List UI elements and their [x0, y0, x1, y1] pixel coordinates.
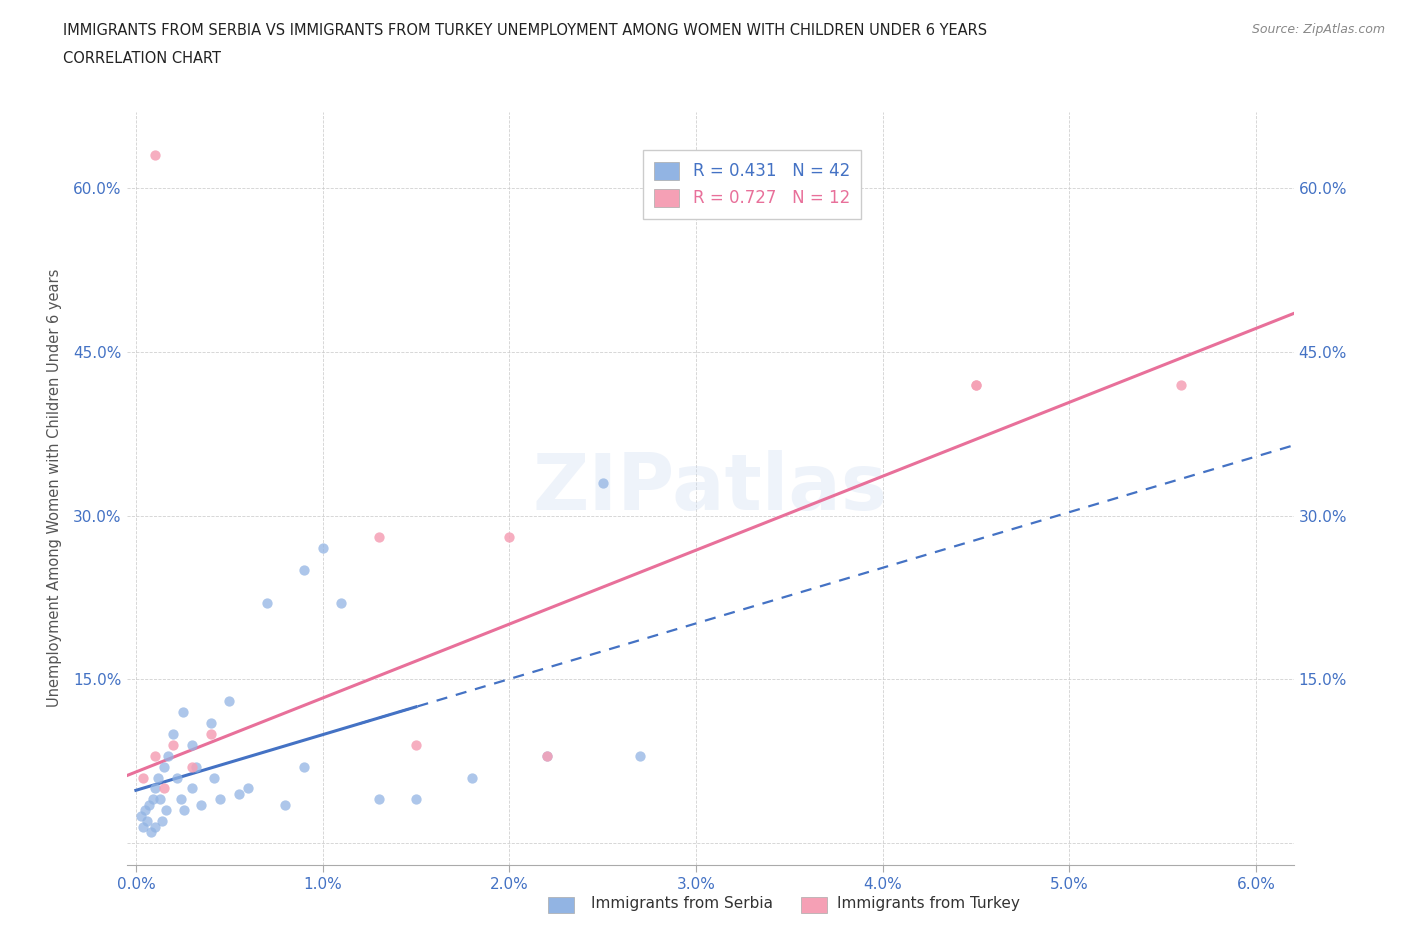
Point — [162, 737, 184, 752]
Y-axis label: Unemployment Among Women with Children Under 6 years: Unemployment Among Women with Children U… — [46, 269, 62, 708]
Point — [536, 749, 558, 764]
Text: Immigrants from Turkey: Immigrants from Turkey — [837, 897, 1019, 911]
Point — [208, 792, 231, 807]
Point — [202, 770, 225, 785]
Point — [166, 770, 188, 785]
Point — [156, 749, 179, 764]
Point — [498, 530, 520, 545]
Point — [139, 825, 162, 840]
Point — [367, 792, 389, 807]
Point — [143, 749, 166, 764]
Point — [405, 792, 427, 807]
Point — [311, 541, 333, 556]
Point — [1170, 377, 1192, 392]
Text: CORRELATION CHART: CORRELATION CHART — [63, 51, 221, 66]
Point — [134, 803, 156, 817]
Point — [461, 770, 484, 785]
Point — [965, 377, 987, 392]
Legend: R = 0.431   N = 42, R = 0.727   N = 12: R = 0.431 N = 42, R = 0.727 N = 12 — [643, 150, 862, 219]
Point — [143, 781, 166, 796]
Point — [184, 759, 207, 774]
Point — [148, 770, 170, 785]
Point — [138, 797, 160, 812]
Point — [200, 715, 222, 730]
Point — [228, 787, 250, 802]
Point — [218, 694, 240, 709]
Point — [292, 759, 315, 774]
Text: Immigrants from Serbia: Immigrants from Serbia — [591, 897, 772, 911]
Point — [292, 563, 315, 578]
Point — [173, 803, 195, 817]
Point — [153, 759, 176, 774]
Point — [142, 792, 165, 807]
Point — [155, 803, 177, 817]
Point — [592, 475, 614, 490]
Point — [131, 808, 153, 823]
Point — [628, 749, 651, 764]
Point — [190, 797, 212, 812]
Point — [274, 797, 297, 812]
Point — [149, 792, 172, 807]
Point — [965, 377, 987, 392]
Point — [143, 819, 166, 834]
Point — [256, 595, 278, 610]
Point — [367, 530, 389, 545]
Text: IMMIGRANTS FROM SERBIA VS IMMIGRANTS FROM TURKEY UNEMPLOYMENT AMONG WOMEN WITH C: IMMIGRANTS FROM SERBIA VS IMMIGRANTS FRO… — [63, 23, 987, 38]
Point — [172, 705, 194, 720]
Point — [143, 148, 166, 163]
Point — [170, 792, 193, 807]
Point — [236, 781, 259, 796]
Point — [180, 759, 202, 774]
Point — [132, 819, 155, 834]
Text: Source: ZipAtlas.com: Source: ZipAtlas.com — [1251, 23, 1385, 36]
Point — [200, 726, 222, 741]
Point — [136, 814, 159, 829]
Point — [150, 814, 173, 829]
Point — [153, 781, 176, 796]
Point — [405, 737, 427, 752]
Point — [132, 770, 155, 785]
Point — [162, 726, 184, 741]
Point — [330, 595, 353, 610]
Point — [536, 749, 558, 764]
Point — [180, 737, 202, 752]
Point — [180, 781, 202, 796]
Text: ZIPatlas: ZIPatlas — [533, 450, 887, 526]
